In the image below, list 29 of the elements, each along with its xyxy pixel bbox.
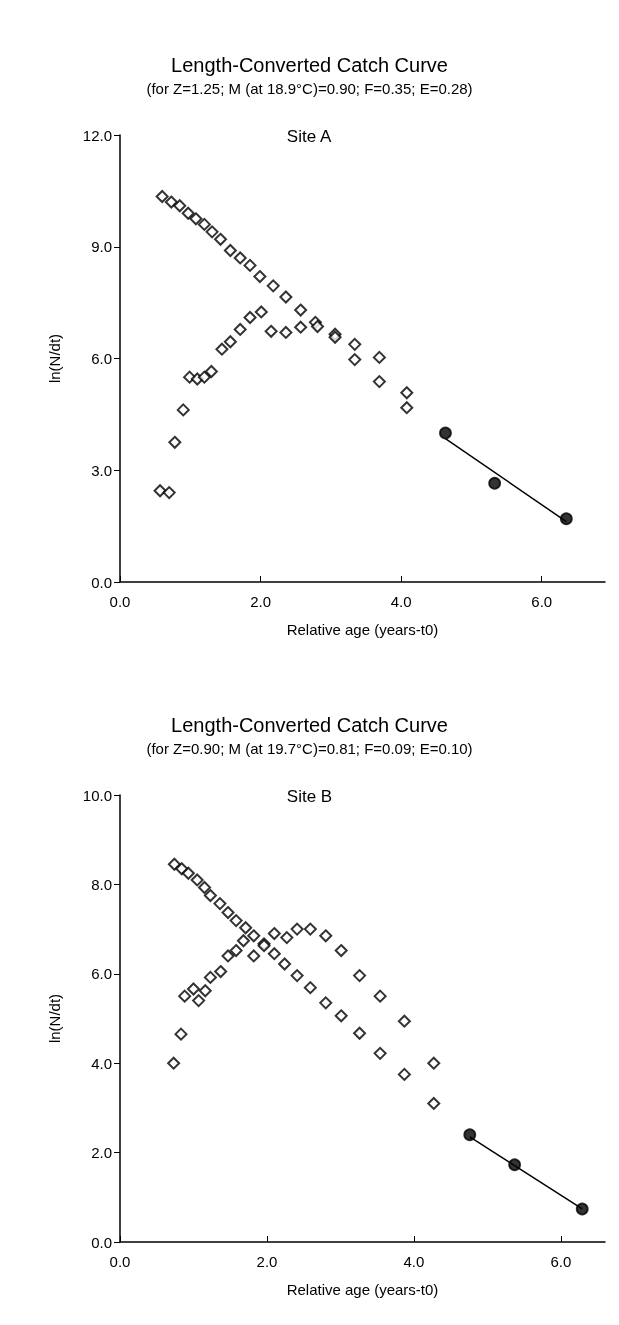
x-axis-title: Relative age (years-t0) <box>286 621 439 638</box>
x-tick-label: 6.0 <box>550 1253 572 1270</box>
y-tick-label: 0.0 <box>91 1233 112 1251</box>
x-tick-label: 4.0 <box>390 593 412 610</box>
x-axis-title: Relative age (years-t0) <box>286 1281 439 1298</box>
x-tick-label: 0.0 <box>109 593 131 610</box>
x-tick-label: 6.0 <box>531 593 553 610</box>
annotation: Site A <box>286 127 332 146</box>
x-tick-label: 2.0 <box>256 1253 278 1270</box>
chart-title: Length-Converted Catch Curve <box>171 54 448 76</box>
y-tick-label: 6.0 <box>91 965 112 983</box>
y-tick-label: 4.0 <box>91 1054 112 1072</box>
chart-subtitle: (for Z=1.25; M (at 18.9°C)=0.90; F=0.35; E=0.28) <box>146 80 473 97</box>
chart-title: Length-Converted Catch Curve <box>171 714 448 736</box>
y-tick-label: 9.0 <box>91 238 112 256</box>
chart-subtitle: (for Z=0.90; M (at 19.7°C)=0.81; F=0.09; E=0.10) <box>146 740 473 757</box>
x-tick-label: 4.0 <box>403 1253 425 1270</box>
y-tick-label: 3.0 <box>91 461 112 479</box>
y-tick-label: 2.0 <box>91 1144 112 1162</box>
y-axis-title: ln(N/dt) <box>46 993 63 1044</box>
y-tick-label: 0.0 <box>91 573 112 591</box>
y-tick-label: 6.0 <box>91 350 112 367</box>
y-axis-title: ln(N/dt) <box>46 333 63 384</box>
annotation: Site B <box>286 787 333 806</box>
x-tick-label: 0.0 <box>109 1253 131 1270</box>
y-tick-label: 12.0 <box>82 126 112 144</box>
y-tick-label: 10.0 <box>82 786 112 804</box>
y-tick-label: 8.0 <box>91 875 112 893</box>
x-tick-label: 2.0 <box>250 593 272 610</box>
